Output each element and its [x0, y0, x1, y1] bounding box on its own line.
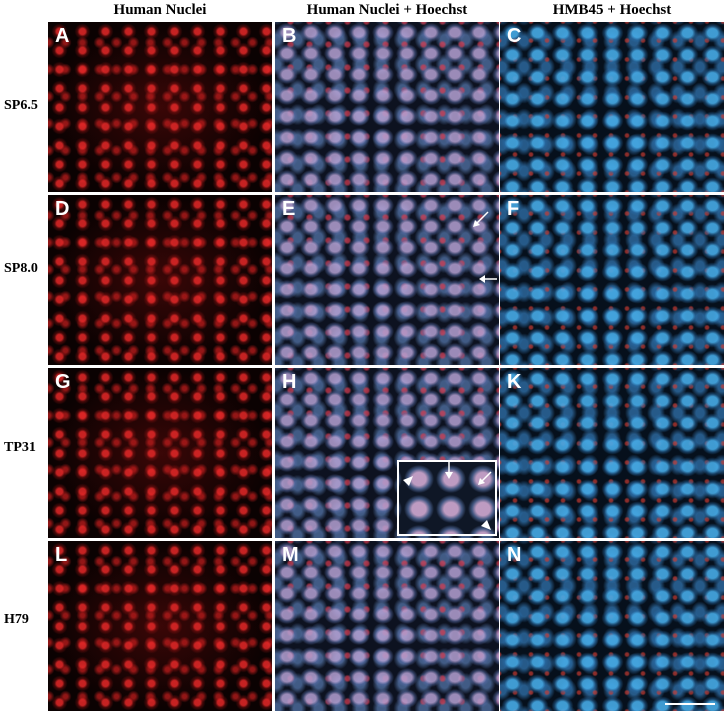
panel-letter: A [55, 25, 70, 47]
inset [397, 460, 497, 536]
row-label: SP6.5 [4, 98, 38, 113]
micrograph: L [48, 541, 272, 711]
panel-letter: M [282, 544, 299, 566]
column-header: Human Nuclei [113, 2, 207, 18]
micrograph: A [48, 22, 272, 192]
column-header: Human Nuclei + Hoechst [306, 2, 468, 18]
micrograph: C [500, 22, 724, 192]
panel-letter: B [282, 25, 297, 47]
scale-bar [665, 703, 715, 705]
row-label: SP8.0 [4, 261, 38, 276]
micrograph: N [500, 541, 724, 711]
panel-letter: F [507, 198, 520, 220]
panel-letter: H [282, 371, 297, 393]
micrograph: D [48, 195, 272, 365]
micrograph: H [275, 368, 499, 538]
micrograph: F [500, 195, 724, 365]
column-header: HMB45 + Hoechst [552, 2, 672, 18]
panel-letter: L [55, 544, 68, 566]
panel-letter: N [507, 544, 522, 566]
panel-letter: C [507, 25, 522, 47]
row-label: TP31 [4, 440, 36, 455]
panel-letter: G [55, 371, 71, 393]
row-label: H79 [4, 612, 29, 627]
panel-letter: E [282, 198, 296, 220]
arrows [473, 211, 497, 283]
micrograph: G [48, 368, 272, 538]
panel-letter: D [55, 198, 70, 220]
micrograph: K [500, 368, 724, 538]
panel-letter: K [507, 371, 522, 393]
micrograph: E [275, 195, 499, 365]
micrograph: M [275, 541, 499, 711]
arrows [403, 462, 492, 530]
micrograph: B [275, 22, 499, 192]
